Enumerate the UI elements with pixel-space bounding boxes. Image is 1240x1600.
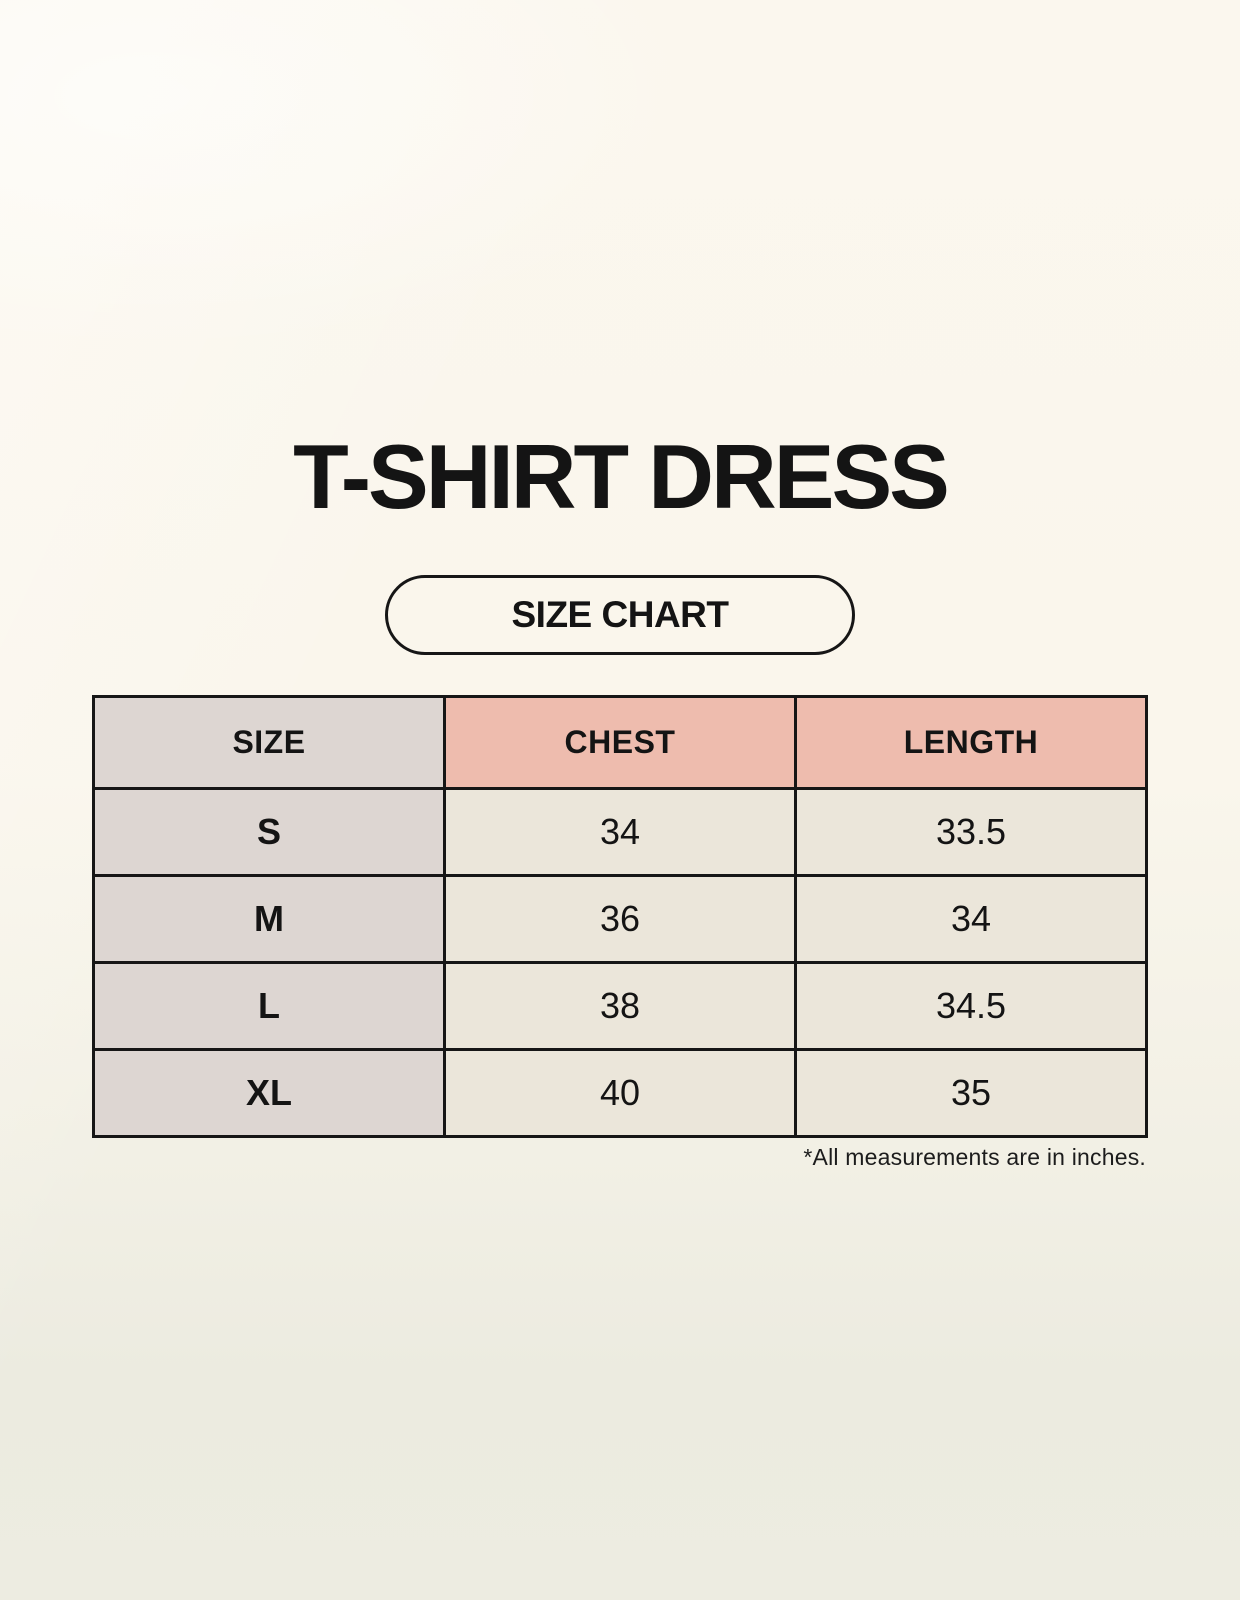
size-label-m: M <box>92 874 446 964</box>
table-row-l: L 38 34.5 <box>92 961 1148 1051</box>
measurements-footnote: *All measurements are in inches. <box>803 1144 1146 1170</box>
chest-value-xl: 40 <box>443 1048 797 1138</box>
size-label-xl: XL <box>92 1048 446 1138</box>
chest-value-m: 36 <box>443 874 797 964</box>
table-row-xl: XL 40 35 <box>92 1048 1148 1138</box>
column-header-size: SIZE <box>92 695 446 790</box>
table-row-s: S 34 33.5 <box>92 787 1148 877</box>
size-chart-badge-label: SIZE CHART <box>511 594 730 635</box>
table-header-row: SIZE CHEST LENGTH <box>92 695 1148 790</box>
length-value-xl: 35 <box>794 1048 1148 1138</box>
length-value-l: 34.5 <box>794 961 1148 1051</box>
size-label-l: L <box>92 961 446 1051</box>
chest-value-l: 38 <box>443 961 797 1051</box>
length-value-s: 33.5 <box>794 787 1148 877</box>
column-header-length: LENGTH <box>794 695 1148 790</box>
length-value-m: 34 <box>794 874 1148 964</box>
chest-value-s: 34 <box>443 787 797 877</box>
size-table: SIZE CHEST LENGTH S 34 33.5 M 36 34 L 38… <box>92 695 1148 1138</box>
size-chart-badge: SIZE CHART <box>385 575 855 655</box>
size-label-s: S <box>92 787 446 877</box>
column-header-chest: CHEST <box>443 695 797 790</box>
page-title: T-SHIRT DRESS <box>293 427 950 528</box>
table-row-m: M 36 34 <box>92 874 1148 964</box>
